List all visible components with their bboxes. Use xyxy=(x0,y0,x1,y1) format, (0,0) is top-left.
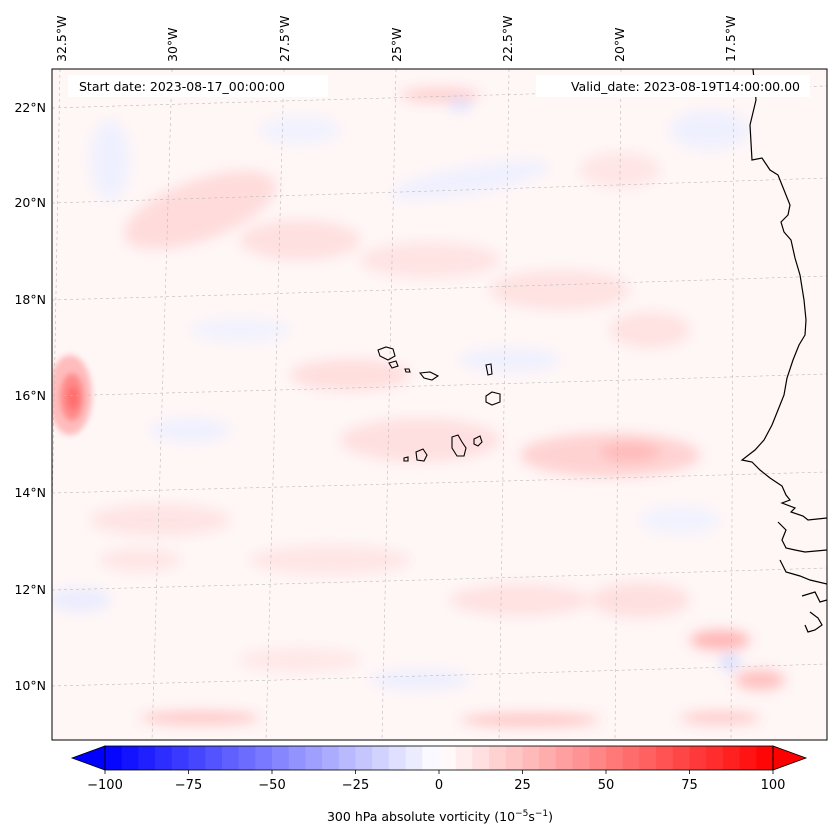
colorbar-segment xyxy=(372,746,390,770)
colorbar-ticks: −100 −75 −50 −25 0 25 50 75 100 xyxy=(87,770,785,793)
colorbar-segment xyxy=(756,746,774,770)
valid-date-label: Valid_date: 2023-08-19T14:00:00.00 xyxy=(571,79,800,94)
longitude-labels: 32.5°W 30°W 27.5°W 25°W 22.5°W 20°W 17.5… xyxy=(54,16,738,62)
colorbar-segment xyxy=(355,746,373,770)
colorbar-label-end: ) xyxy=(548,809,553,824)
colorbar-segment xyxy=(722,746,741,770)
colorbar-segment xyxy=(522,746,540,770)
vorticity-field xyxy=(52,69,827,740)
colorbar-segment xyxy=(472,746,490,770)
lat-label: 20°N xyxy=(14,195,46,210)
colorbar-segment xyxy=(322,746,340,770)
colorbar-min-arrow xyxy=(70,745,106,771)
africa-coastline xyxy=(740,69,827,633)
colorbar: −100 −75 −50 −25 0 25 50 75 100 300 hPa absolute… xyxy=(70,745,808,824)
lon-label: 20°W xyxy=(612,27,627,62)
colorbar-label-exp1: −5 xyxy=(515,809,528,819)
colorbar-segment xyxy=(689,746,707,770)
colorbar-segments xyxy=(105,746,774,770)
lon-label: 17.5°W xyxy=(723,16,738,62)
colorbar-tick-label: −25 xyxy=(342,778,369,793)
latitude-labels: 22°N 20°N 18°N 16°N 14°N 12°N 10°N xyxy=(14,100,46,693)
colorbar-segment xyxy=(155,746,173,770)
colorbar-segment xyxy=(272,746,290,770)
colorbar-segment xyxy=(439,746,457,770)
colorbar-tick-label: −75 xyxy=(175,778,202,793)
lon-label: 25°W xyxy=(389,27,404,62)
lon-label: 30°W xyxy=(165,27,180,62)
colorbar-label-mid: s xyxy=(528,809,535,824)
colorbar-tick-label: 50 xyxy=(598,778,615,793)
colorbar-segment xyxy=(589,746,607,770)
colorbar-segment xyxy=(221,746,240,770)
colorbar-segment xyxy=(305,746,323,770)
colorbar-segment xyxy=(338,746,357,770)
colorbar-segment xyxy=(238,746,256,770)
lon-label: 32.5°W xyxy=(54,16,69,62)
colorbar-segment xyxy=(188,746,206,770)
map-gridlines xyxy=(52,69,827,740)
colorbar-label: 300 hPa absolute vorticity (10−5s−1) xyxy=(327,809,553,824)
colorbar-tick-label: 0 xyxy=(435,778,443,793)
colorbar-max-arrow xyxy=(772,745,808,771)
colorbar-label-exp2: −1 xyxy=(535,809,548,819)
lat-label: 14°N xyxy=(14,485,46,500)
colorbar-segment xyxy=(171,746,190,770)
colorbar-segment xyxy=(606,746,624,770)
lat-label: 10°N xyxy=(14,678,46,693)
colorbar-segment xyxy=(739,746,757,770)
colorbar-segment xyxy=(255,746,273,770)
cape-verde-islands xyxy=(377,346,501,462)
colorbar-tick-label: 100 xyxy=(761,778,786,793)
lat-label: 18°N xyxy=(14,292,46,307)
colorbar-segment xyxy=(105,746,123,770)
lat-label: 16°N xyxy=(14,388,46,403)
colorbar-segment xyxy=(706,746,724,770)
colorbar-tick-label: −100 xyxy=(87,778,123,793)
colorbar-segment xyxy=(489,746,507,770)
colorbar-segment xyxy=(422,746,440,770)
colorbar-segment xyxy=(121,746,139,770)
lon-label: 27.5°W xyxy=(277,16,292,62)
colorbar-segment xyxy=(288,746,306,770)
colorbar-segment xyxy=(205,746,223,770)
colorbar-tick-label: 25 xyxy=(514,778,531,793)
start-date-label: Start date: 2023-08-17_00:00:00 xyxy=(79,79,285,94)
colorbar-segment xyxy=(555,746,574,770)
colorbar-segment xyxy=(572,746,590,770)
colorbar-segment xyxy=(639,746,657,770)
colorbar-segment xyxy=(455,746,473,770)
colorbar-segment xyxy=(505,746,524,770)
colorbar-segment xyxy=(656,746,674,770)
map-frame xyxy=(51,68,828,741)
colorbar-segment xyxy=(539,746,557,770)
colorbar-label-main: 300 hPa absolute vorticity (10 xyxy=(327,809,515,824)
colorbar-segment xyxy=(138,746,156,770)
lat-label: 22°N xyxy=(14,100,46,115)
colorbar-segment xyxy=(388,746,407,770)
colorbar-tick-label: −50 xyxy=(258,778,285,793)
colorbar-segment xyxy=(672,746,691,770)
lon-label: 22.5°W xyxy=(500,16,515,62)
lat-label: 12°N xyxy=(14,582,46,597)
colorbar-tick-label: 75 xyxy=(681,778,698,793)
colorbar-segment xyxy=(622,746,640,770)
colorbar-segment xyxy=(405,746,423,770)
